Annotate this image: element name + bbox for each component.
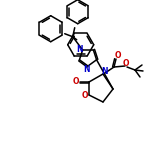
Text: O: O <box>82 92 88 100</box>
Text: N: N <box>101 67 107 76</box>
Text: O: O <box>115 50 121 59</box>
Text: N: N <box>76 45 83 54</box>
Text: N: N <box>84 64 90 74</box>
Text: O: O <box>73 78 79 86</box>
Text: O: O <box>123 59 129 67</box>
